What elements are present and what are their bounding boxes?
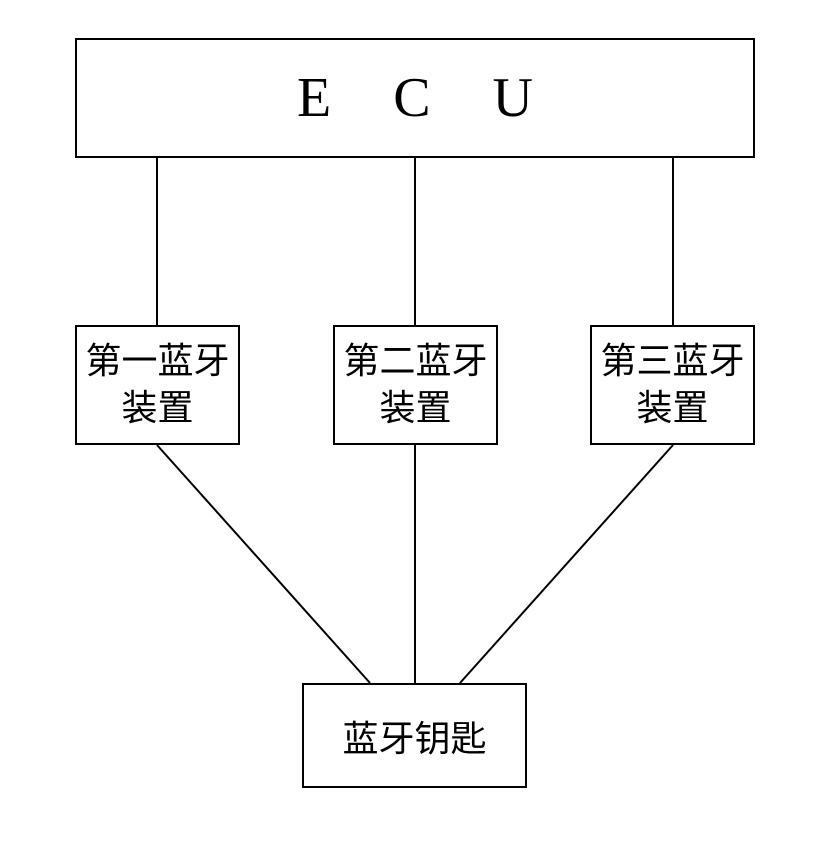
bt2-label: 第二蓝牙装置 xyxy=(335,330,496,440)
bt2-node: 第二蓝牙装置 xyxy=(333,325,498,445)
ecu-node: E C U xyxy=(75,38,755,158)
btkey-node: 蓝牙钥匙 xyxy=(302,683,527,788)
edge-bt1-btkey xyxy=(157,445,370,683)
edge-bt3-btkey xyxy=(460,445,673,683)
bt3-node: 第三蓝牙装置 xyxy=(590,325,755,445)
bt3-label: 第三蓝牙装置 xyxy=(592,330,753,440)
bt1-node: 第一蓝牙装置 xyxy=(75,325,240,445)
bt1-label: 第一蓝牙装置 xyxy=(77,330,238,440)
btkey-label: 蓝牙钥匙 xyxy=(342,710,486,762)
ecu-label: E C U xyxy=(273,66,557,130)
